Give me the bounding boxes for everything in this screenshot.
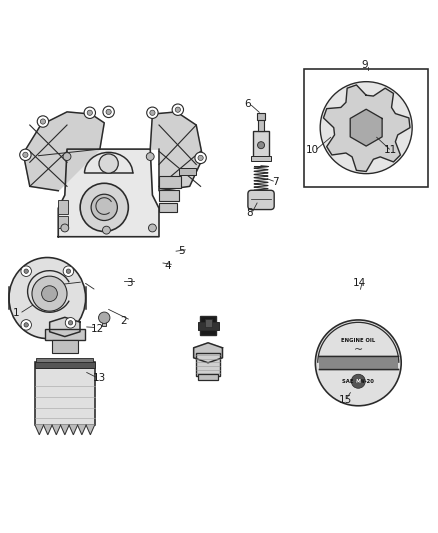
Bar: [251, 156, 271, 160]
Circle shape: [87, 110, 92, 115]
Circle shape: [315, 320, 401, 406]
Bar: [304, 69, 428, 187]
Text: 13: 13: [92, 373, 106, 383]
Bar: [52, 340, 78, 353]
Bar: [45, 329, 85, 340]
Bar: [198, 322, 219, 329]
Polygon shape: [350, 109, 382, 146]
Bar: [58, 216, 68, 228]
Text: 4: 4: [164, 261, 171, 271]
FancyBboxPatch shape: [248, 190, 274, 209]
Polygon shape: [86, 425, 95, 435]
Circle shape: [175, 107, 180, 112]
Circle shape: [66, 269, 71, 273]
Bar: [159, 190, 179, 200]
Circle shape: [42, 286, 57, 302]
Circle shape: [37, 116, 49, 127]
Circle shape: [351, 374, 365, 388]
Circle shape: [320, 82, 412, 174]
Text: 10: 10: [306, 146, 319, 156]
Bar: [58, 200, 68, 214]
Bar: [179, 167, 196, 175]
Bar: [258, 118, 264, 131]
Circle shape: [20, 149, 31, 160]
Circle shape: [150, 110, 155, 115]
Bar: [205, 319, 212, 327]
Circle shape: [24, 322, 28, 327]
Bar: [257, 113, 265, 120]
Text: 2: 2: [120, 316, 127, 326]
Circle shape: [80, 183, 128, 231]
Circle shape: [23, 152, 28, 157]
Circle shape: [84, 107, 95, 118]
Text: 7: 7: [272, 177, 279, 188]
Text: 3: 3: [126, 278, 133, 288]
Text: 12: 12: [91, 324, 104, 334]
Bar: [319, 356, 398, 369]
Text: 1: 1: [12, 309, 19, 318]
Text: SAE 5W-20: SAE 5W-20: [343, 379, 374, 384]
Bar: [159, 203, 177, 212]
Circle shape: [146, 152, 154, 160]
Polygon shape: [324, 85, 410, 172]
Bar: [253, 131, 269, 159]
Polygon shape: [58, 149, 159, 237]
Circle shape: [61, 224, 69, 232]
Circle shape: [40, 119, 46, 124]
Bar: [196, 353, 220, 376]
Bar: [35, 361, 95, 425]
Text: 14: 14: [353, 278, 366, 288]
Circle shape: [65, 318, 76, 328]
Circle shape: [99, 154, 118, 173]
Circle shape: [21, 266, 32, 277]
Polygon shape: [52, 425, 60, 435]
Circle shape: [103, 106, 114, 118]
Text: 11: 11: [384, 146, 397, 156]
Text: M: M: [356, 379, 361, 384]
Circle shape: [21, 320, 32, 330]
Polygon shape: [69, 425, 78, 435]
Bar: [198, 374, 218, 381]
Bar: [36, 358, 93, 361]
Circle shape: [63, 266, 74, 277]
Text: 15: 15: [339, 394, 352, 405]
Bar: [159, 176, 181, 188]
Text: ~: ~: [353, 345, 363, 355]
Circle shape: [68, 321, 73, 325]
Polygon shape: [60, 425, 69, 435]
Circle shape: [106, 109, 111, 115]
Circle shape: [148, 224, 156, 232]
Text: ENGINE OIL: ENGINE OIL: [341, 337, 375, 343]
Polygon shape: [35, 425, 43, 435]
Ellipse shape: [9, 257, 85, 338]
Polygon shape: [23, 112, 104, 191]
Text: 6: 6: [244, 99, 251, 109]
Circle shape: [172, 104, 184, 115]
Polygon shape: [43, 425, 52, 435]
Circle shape: [63, 152, 71, 160]
Bar: [35, 361, 95, 368]
Text: 5: 5: [178, 246, 185, 256]
Polygon shape: [78, 425, 86, 435]
Circle shape: [258, 142, 265, 149]
Circle shape: [147, 107, 158, 118]
Circle shape: [32, 276, 67, 311]
Circle shape: [102, 226, 110, 234]
Bar: [200, 316, 216, 335]
Circle shape: [198, 155, 203, 160]
Circle shape: [195, 152, 206, 164]
Text: 9: 9: [361, 60, 368, 70]
Bar: [102, 318, 106, 326]
Polygon shape: [150, 112, 203, 191]
Text: 8: 8: [246, 208, 253, 217]
Polygon shape: [49, 317, 80, 336]
Circle shape: [24, 269, 28, 273]
Circle shape: [91, 194, 117, 221]
Circle shape: [99, 312, 110, 324]
Polygon shape: [194, 343, 223, 363]
